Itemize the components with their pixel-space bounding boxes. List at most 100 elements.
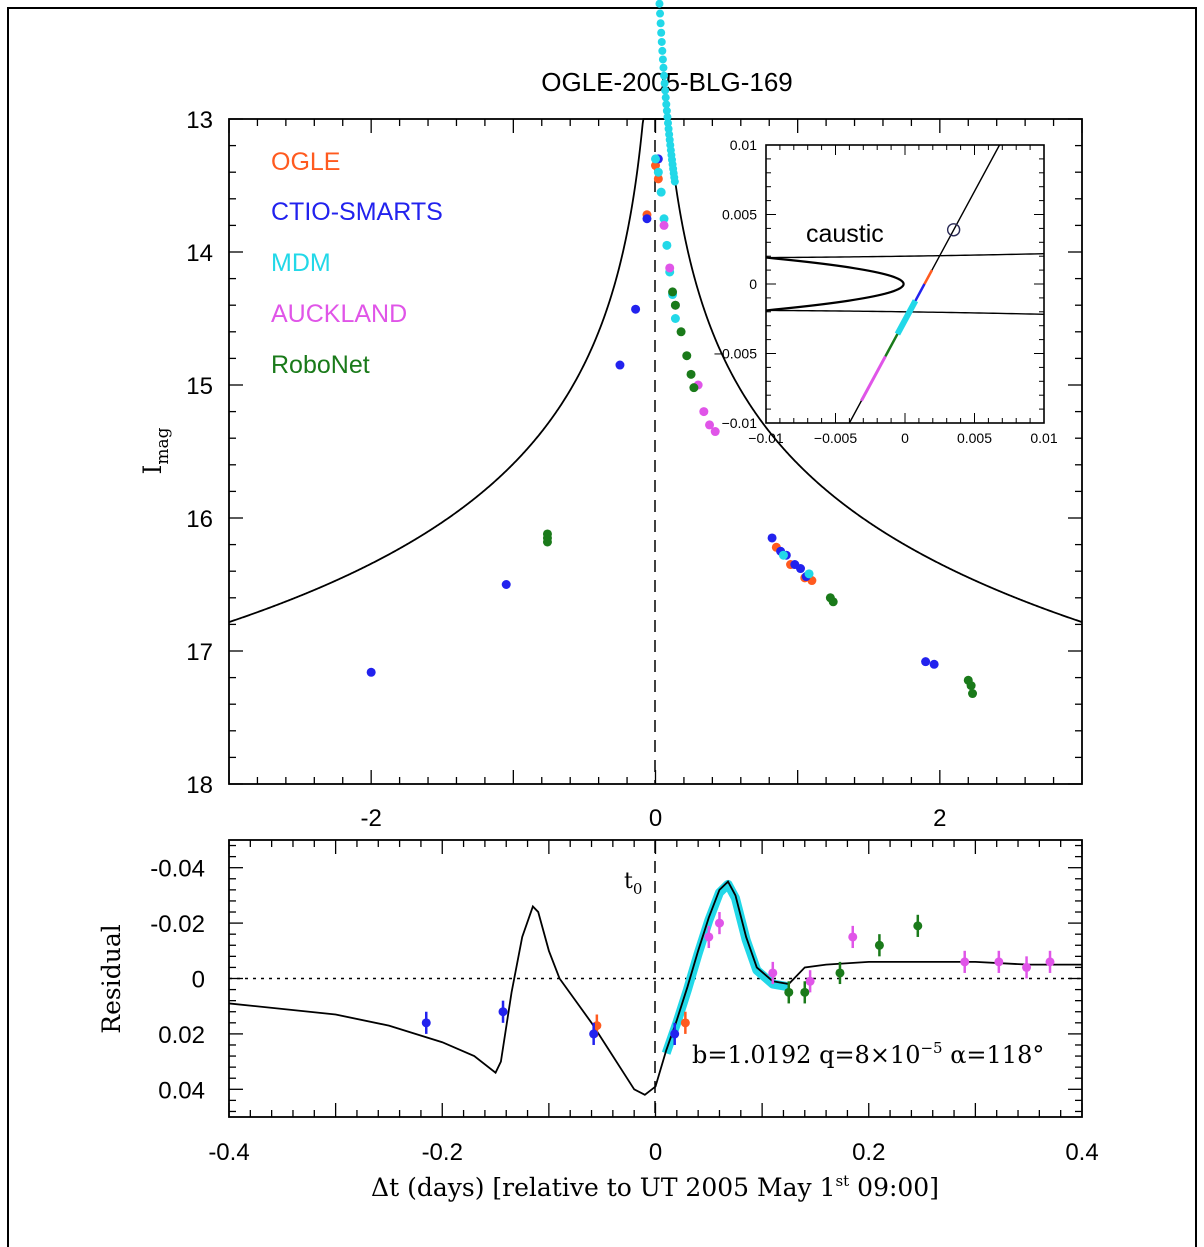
main-point-mdm — [659, 214, 669, 224]
legend-auckland: AUCKLAND — [271, 300, 407, 328]
inset-segment-robonet — [884, 333, 899, 357]
main-point-mdm — [651, 154, 660, 164]
residual-point-auckland — [714, 918, 724, 928]
main-point-ctio-smarts — [921, 657, 931, 667]
inset-segment-ogle — [923, 269, 934, 285]
main-point-auckland — [699, 407, 709, 417]
main-point-robonet — [686, 369, 696, 379]
main-point-ctio-smarts — [501, 580, 511, 589]
residual-y-tick-label: 0.04 — [158, 1077, 205, 1104]
inset-y-tick-label: −0.01 — [722, 415, 758, 431]
main-y-tick-label: 14 — [186, 240, 213, 267]
main-point-ctio-smarts — [642, 214, 652, 224]
figure-frame — [7, 7, 1197, 1247]
residual-point-auckland — [704, 932, 714, 942]
main-point-auckland — [710, 427, 720, 437]
residual-point-ogle — [680, 1018, 690, 1028]
inset-y-tick-label: 0.01 — [730, 137, 757, 153]
main-point-mdm-streak — [670, 177, 679, 186]
inset-y-tick-label: −0.005 — [714, 346, 757, 362]
residual-point-ctio-smarts — [498, 1007, 508, 1017]
residual-x-tick-label: 0.2 — [852, 1139, 885, 1166]
main-point-ctio-smarts — [767, 533, 777, 543]
fit-parameters-tail: α=118° — [943, 1041, 1045, 1069]
main-point-robonet — [668, 287, 678, 297]
residual-y-tick-label: -0.04 — [150, 856, 205, 883]
main-point-mdm-streak — [656, 9, 665, 18]
residual-x-tick-label: 0 — [649, 1139, 662, 1166]
main-x-tick-label: -2 — [360, 805, 381, 832]
main-point-robonet — [966, 681, 976, 691]
main-point-ogle — [653, 174, 663, 184]
main-point-mdm-streak — [662, 100, 671, 109]
main-point-mdm-streak — [658, 46, 667, 55]
inset-x-tick-label: 0 — [901, 430, 909, 446]
residual-point-ctio-smarts — [421, 1018, 431, 1028]
legend-mdm: MDM — [271, 249, 331, 277]
x-axis-title-tail: 09:00] — [849, 1173, 939, 1202]
main-point-mdm — [653, 167, 663, 177]
t0-label: t0 — [624, 869, 642, 898]
main-x-tick-label: 0 — [649, 805, 662, 832]
main-y-tick-label: 16 — [186, 506, 213, 533]
residual-x-tick-label: -0.4 — [208, 1139, 249, 1166]
legend-ogle: OGLE — [271, 148, 340, 176]
caustic-cusp — [765, 256, 905, 312]
main-point-ctio-smarts — [615, 360, 625, 370]
residual-point-auckland — [1045, 957, 1055, 967]
residual-model-curve — [228, 880, 1082, 1096]
residual-point-robonet — [784, 987, 794, 997]
legend-robonet: RoboNet — [271, 351, 370, 379]
main-point-ctio-smarts — [366, 667, 376, 677]
main-point-robonet — [828, 597, 838, 607]
x-axis-title: Δt (days) [relative to UT 2005 May 1st 0… — [371, 1172, 939, 1202]
main-point-mdm-streak — [664, 119, 673, 128]
legend: OGLE CTIO-SMARTS MDM AUCKLAND RoboNet — [271, 148, 443, 379]
main-point-mdm-streak — [662, 106, 671, 115]
main-point-mdm-streak — [657, 37, 666, 46]
fit-parameters-sup: −5 — [920, 1039, 942, 1057]
inset-panel: −0.01 −0.005 0 0.005 0.01 0.01 0.005 0 −0.005 −0.… — [714, 137, 1058, 446]
main-point-mdm-streak — [661, 86, 670, 95]
main-data-points — [366, 0, 978, 699]
main-y-axis-title: Imag — [138, 427, 173, 474]
main-point-mdm-streak — [659, 63, 668, 72]
residual-y-axis-title: Residual — [97, 924, 126, 1033]
legend-ctio-smarts: CTIO-SMARTS — [271, 198, 443, 226]
inset-axis-ticks — [765, 144, 1045, 424]
main-point-mdm — [662, 240, 672, 250]
main-point-robonet — [676, 327, 686, 337]
main-point-mdm-streak — [657, 28, 666, 37]
main-point-mdm-streak — [661, 93, 670, 102]
main-y-tick-label: 18 — [186, 772, 213, 799]
main-point-mdm — [670, 314, 680, 323]
main-point-mdm — [804, 569, 814, 579]
residual-y-tick-label: 0 — [192, 967, 205, 994]
inset-x-tick-label: 0.01 — [1030, 430, 1057, 446]
caustic-label: caustic — [806, 220, 884, 248]
residual-point-ctio-smarts — [670, 1029, 680, 1039]
main-point-mdm — [778, 550, 788, 560]
source-position-marker — [946, 223, 961, 237]
main-y-tick-label: 15 — [186, 373, 213, 400]
residual-y-tick-label: -0.02 — [150, 911, 205, 938]
main-point-mdm-streak — [660, 71, 669, 80]
main-point-robonet — [542, 537, 552, 547]
main-point-mdm-streak — [660, 79, 669, 88]
inset-y-tick-label: 0 — [749, 276, 757, 292]
caustic-upper-arc — [765, 253, 1045, 259]
inset-x-tick-label: −0.005 — [814, 430, 857, 446]
main-panel: -2 0 2 13 14 15 16 17 18 Imag OGLE CTIO-SMARTS M… — [138, 0, 1083, 832]
caustic-lower-arc — [765, 309, 1045, 315]
main-point-auckland — [705, 420, 715, 430]
main-point-robonet — [682, 351, 692, 361]
residual-x-tick-label: -0.2 — [422, 1139, 463, 1166]
fit-parameters-text: b=1.0192 q=8×10 — [692, 1041, 920, 1069]
main-point-mdm — [656, 187, 666, 197]
t0-label-text: t — [624, 869, 633, 894]
main-axis-ticks — [228, 118, 1083, 785]
main-point-mdm-streak — [655, 0, 664, 8]
residual-point-robonet — [835, 968, 845, 978]
